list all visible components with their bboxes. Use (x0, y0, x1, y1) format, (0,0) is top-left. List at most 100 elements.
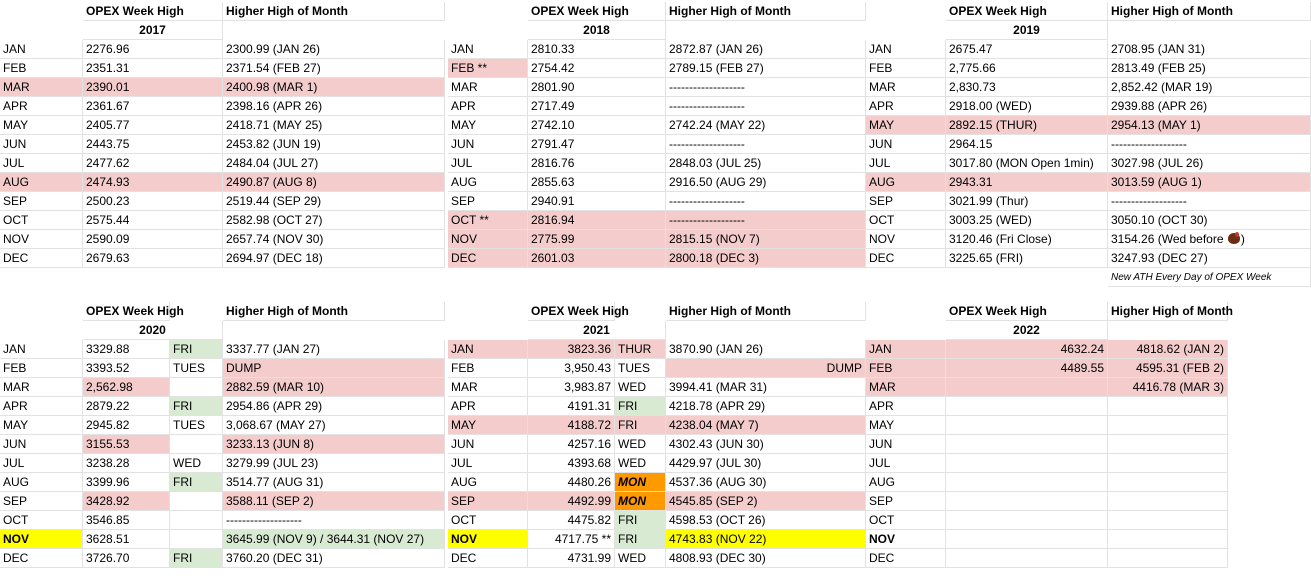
opex-value[interactable]: 3,950.43 (528, 359, 615, 378)
month-label[interactable]: JAN (866, 40, 946, 59)
weekday-label[interactable]: TUES (615, 359, 666, 378)
month-label[interactable]: APR (0, 397, 83, 416)
opex-value[interactable]: 2964.15 (946, 135, 1108, 154)
month-label[interactable]: SEP (448, 192, 528, 211)
month-label[interactable]: SEP (866, 492, 946, 511)
higher-high-value[interactable]: 2882.59 (MAR 10) (223, 378, 445, 397)
higher-high-value[interactable]: ------------------- (666, 135, 866, 154)
opex-value[interactable]: 2879.22 (83, 397, 170, 416)
higher-high-value[interactable]: DUMP (223, 359, 445, 378)
opex-value[interactable]: 2443.75 (83, 135, 223, 154)
higher-high-value[interactable]: ------------------- (666, 78, 866, 97)
higher-high-value[interactable] (1108, 549, 1228, 568)
higher-high-value[interactable]: ------------------- (666, 97, 866, 116)
higher-high-value[interactable] (1108, 492, 1228, 511)
opex-value[interactable]: 4632.24 (946, 340, 1108, 359)
higher-high-value[interactable]: 4818.62 (JAN 2) (1108, 340, 1228, 359)
weekday-label[interactable]: FRI (170, 473, 223, 492)
higher-high-value[interactable]: 2939.88 (APR 26) (1108, 97, 1311, 116)
month-label[interactable]: MAR (0, 78, 83, 97)
higher-high-value[interactable] (1108, 511, 1228, 530)
opex-value[interactable]: 3017.80 (MON Open 1min) (946, 154, 1108, 173)
opex-value[interactable]: 2801.90 (528, 78, 666, 97)
month-label[interactable]: JUN (448, 435, 528, 454)
opex-value[interactable]: 2717.49 (528, 97, 666, 116)
higher-high-value[interactable]: 4218.78 (APR 29) (666, 397, 866, 416)
month-label[interactable]: FEB ** (448, 59, 528, 78)
higher-high-value[interactable]: 2813.49 (FEB 25) (1108, 59, 1311, 78)
higher-high-value[interactable]: 3247.93 (DEC 27) (1108, 249, 1311, 268)
weekday-label[interactable] (170, 435, 223, 454)
month-label[interactable]: OCT ** (448, 211, 528, 230)
higher-high-value[interactable]: 4598.53 (OCT 26) (666, 511, 866, 530)
month-label[interactable]: JAN (448, 40, 528, 59)
opex-value[interactable]: 2816.76 (528, 154, 666, 173)
higher-high-value[interactable]: 2398.16 (APR 26) (223, 97, 445, 116)
higher-high-value[interactable]: 3994.41 (MAR 31) (666, 378, 866, 397)
month-label[interactable]: MAR (448, 78, 528, 97)
weekday-label[interactable]: FRI (615, 511, 666, 530)
opex-value[interactable] (946, 511, 1108, 530)
month-label[interactable]: NOV (866, 530, 946, 549)
higher-high-value[interactable]: 3645.99 (NOV 9) / 3644.31 (NOV 27) (223, 530, 445, 549)
month-label[interactable]: SEP (0, 492, 83, 511)
month-label[interactable]: JUL (0, 454, 83, 473)
opex-value[interactable]: 2943.31 (946, 173, 1108, 192)
opex-value[interactable] (946, 397, 1108, 416)
month-label[interactable]: APR (448, 97, 528, 116)
month-label[interactable]: MAY (448, 116, 528, 135)
opex-value[interactable]: 3238.28 (83, 454, 170, 473)
higher-high-value[interactable] (1108, 473, 1228, 492)
opex-value[interactable]: 3120.46 (Fri Close) (946, 230, 1108, 249)
month-label[interactable]: SEP (0, 192, 83, 211)
opex-value[interactable]: 2754.42 (528, 59, 666, 78)
month-label[interactable]: OCT (0, 211, 83, 230)
weekday-label[interactable]: FRI (170, 340, 223, 359)
higher-high-value[interactable]: 3760.20 (DEC 31) (223, 549, 445, 568)
opex-value[interactable]: 2361.67 (83, 97, 223, 116)
weekday-label[interactable]: TUES (170, 416, 223, 435)
higher-high-value[interactable]: ------------------- (1108, 135, 1311, 154)
month-label[interactable]: OCT (866, 511, 946, 530)
month-label[interactable]: MAR (866, 378, 946, 397)
opex-value[interactable]: 2892.15 (THUR) (946, 116, 1108, 135)
month-label[interactable]: MAR (0, 378, 83, 397)
opex-value[interactable]: 3546.85 (83, 511, 170, 530)
opex-value[interactable]: 3155.53 (83, 435, 170, 454)
opex-value[interactable]: 4717.75 ** (528, 530, 615, 549)
higher-high-value[interactable]: 2519.44 (SEP 29) (223, 192, 445, 211)
opex-value[interactable]: 4731.99 (528, 549, 615, 568)
higher-high-value[interactable]: 4416.78 (MAR 3) (1108, 378, 1228, 397)
higher-high-value[interactable]: 2582.98 (OCT 27) (223, 211, 445, 230)
opex-value[interactable]: 4188.72 (528, 416, 615, 435)
month-label[interactable]: APR (448, 397, 528, 416)
month-label[interactable]: APR (866, 397, 946, 416)
month-label[interactable]: FEB (448, 359, 528, 378)
month-label[interactable]: FEB (866, 359, 946, 378)
higher-high-value[interactable]: 2954.13 (MAY 1) (1108, 116, 1311, 135)
opex-value[interactable]: 2810.33 (528, 40, 666, 59)
opex-value[interactable]: 3225.65 (FRI) (946, 249, 1108, 268)
opex-value[interactable]: 2590.09 (83, 230, 223, 249)
opex-value[interactable]: 2500.23 (83, 192, 223, 211)
opex-value[interactable]: 2390.01 (83, 78, 223, 97)
opex-value[interactable]: 2679.63 (83, 249, 223, 268)
higher-high-value[interactable]: 3337.77 (JAN 27) (223, 340, 445, 359)
higher-high-value[interactable]: 2,852.42 (MAR 19) (1108, 78, 1311, 97)
weekday-label[interactable]: THUR (615, 340, 666, 359)
opex-value[interactable]: 2816.94 (528, 211, 666, 230)
opex-value[interactable]: 4489.55 (946, 359, 1108, 378)
opex-value[interactable]: 4492.99 (528, 492, 615, 511)
higher-high-value[interactable] (1108, 397, 1228, 416)
weekday-label[interactable]: FRI (615, 530, 666, 549)
month-label[interactable]: NOV (0, 230, 83, 249)
higher-high-value[interactable]: 2657.74 (NOV 30) (223, 230, 445, 249)
higher-high-value[interactable]: 3870.90 (JAN 26) (666, 340, 866, 359)
month-label[interactable]: JUN (866, 435, 946, 454)
opex-value[interactable] (946, 435, 1108, 454)
month-label[interactable]: MAR (448, 378, 528, 397)
month-label[interactable]: FEB (866, 59, 946, 78)
higher-high-value[interactable]: 4238.04 (MAY 7) (666, 416, 866, 435)
higher-high-value[interactable]: 4302.43 (JUN 30) (666, 435, 866, 454)
month-label[interactable]: DEC (866, 249, 946, 268)
